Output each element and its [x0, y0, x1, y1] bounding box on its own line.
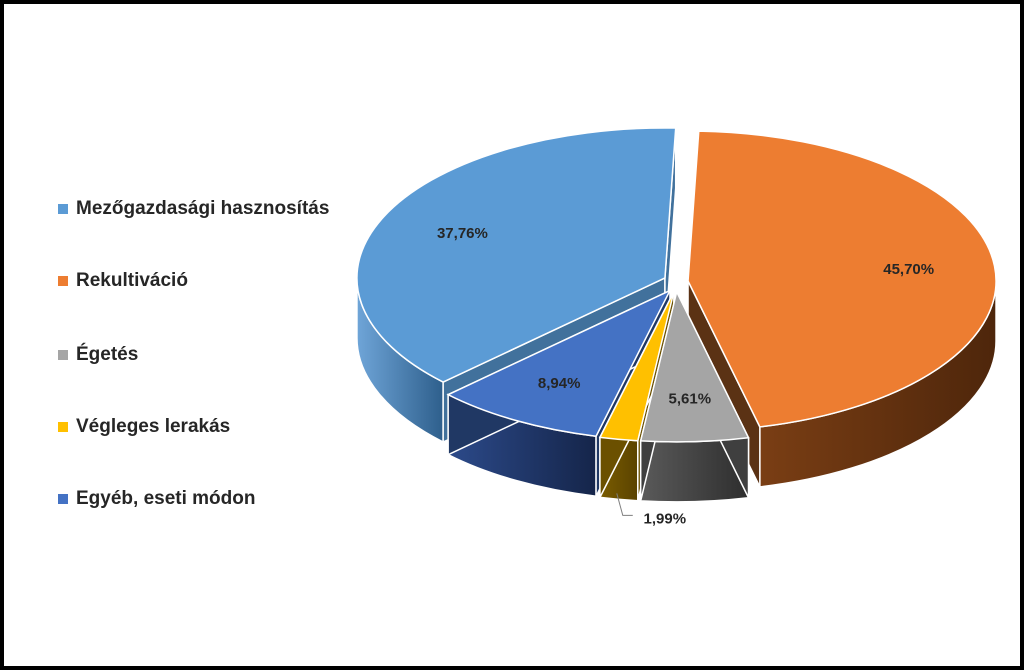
slice-top-egyeb [446, 288, 672, 438]
data-label-rekultivacio: 45,70% [883, 261, 934, 278]
legend-swatch-icon [58, 422, 68, 432]
data-label-egyeb: 8,94% [538, 375, 581, 392]
legend-item-egetes: Égetés [58, 344, 138, 366]
slice-egetes [639, 289, 750, 503]
slices-layer [356, 127, 997, 503]
legend-swatch-icon [58, 350, 68, 360]
legend-label: Végleges lerakás [76, 416, 231, 437]
legend-label: Rekultiváció [76, 270, 188, 291]
slice-top-egetes [639, 289, 750, 443]
legend-item-vegleges-lerakas: Végleges lerakás [58, 416, 230, 438]
leader-line-vegleges-lerakas [616, 493, 633, 516]
slice-top-vegleges-lerakas [598, 291, 675, 442]
legend-swatch-icon [58, 276, 68, 286]
data-labels-layer: 45,70% 5,61% 1,99% 8,94% 37,76% [437, 225, 934, 527]
legend-swatch-icon [58, 494, 68, 504]
slice-top-rekultivacio [687, 130, 997, 428]
legend-label: Égetés [76, 344, 139, 365]
data-label-egetes: 5,61% [669, 391, 712, 408]
slice-top-mezogazdasagi [356, 127, 677, 383]
data-label-vegleges-lerakas: 1,99% [644, 510, 687, 527]
legend-swatch-icon [58, 204, 68, 214]
data-label-mezogazdasagi: 37,76% [437, 225, 488, 242]
legend-label: Mezőgazdasági hasznosítás [76, 198, 330, 219]
chart-area: 45,70% 5,61% 1,99% 8,94% 37,76% Mezőgazdaság… [4, 4, 1020, 666]
legend-label: Egyéb, eseti módon [76, 488, 256, 509]
pie-chart: 45,70% 5,61% 1,99% 8,94% 37,76% [356, 127, 997, 527]
legend-item-rekultivacio: Rekultiváció [58, 270, 188, 292]
legend-item-egyeb: Egyéb, eseti módon [58, 488, 255, 510]
legend-item-mezogazdasagi: Mezőgazdasági hasznosítás [58, 198, 329, 220]
